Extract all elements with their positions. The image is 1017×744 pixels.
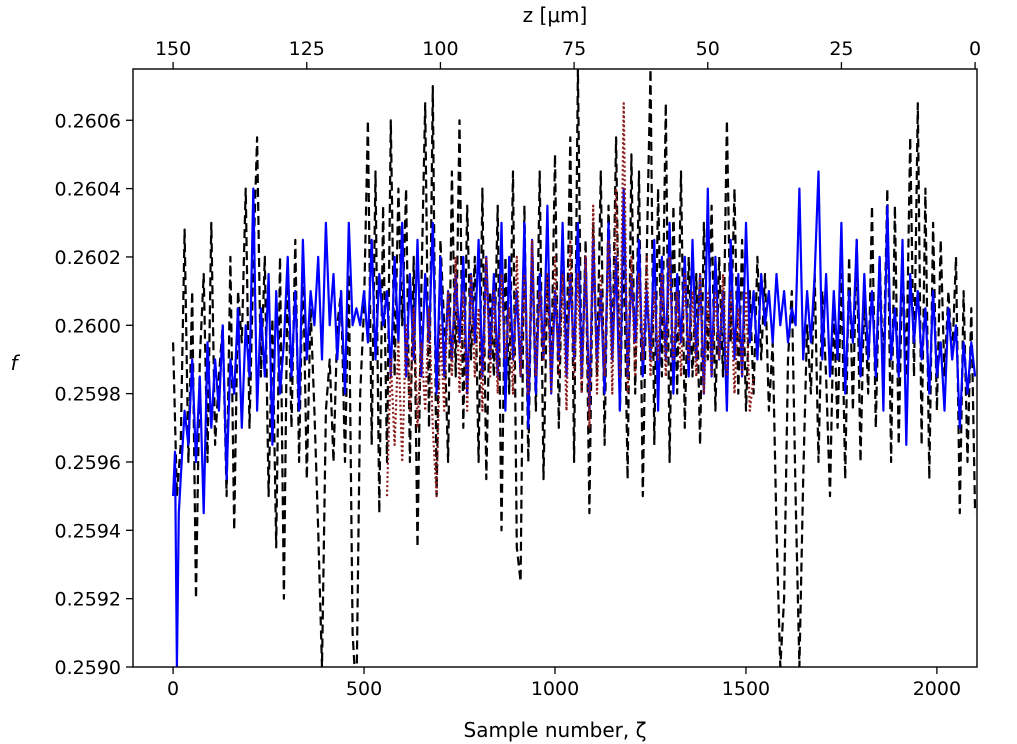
series-layer bbox=[172, 69, 977, 667]
x-tick-label: 500 bbox=[346, 678, 382, 700]
top-x-tick-label: 0 bbox=[969, 38, 981, 60]
ticks-layer: 0 500 1000 1500 2000 150 125 100 75 50 25 0 0.2590 0.… bbox=[55, 38, 982, 700]
y-tick-label: 0.2604 bbox=[55, 179, 121, 201]
y-tick-label: 0.2596 bbox=[55, 452, 121, 474]
top-x-axis-label: z [μm] bbox=[523, 3, 588, 27]
x-axis-label: Sample number, ζ bbox=[464, 718, 647, 742]
y-tick-label: 0.2606 bbox=[55, 110, 121, 132]
series-line-0 bbox=[172, 69, 977, 667]
y-tick-label: 0.2598 bbox=[55, 384, 121, 406]
x-tick-label: 1000 bbox=[531, 678, 579, 700]
y-tick-label: 0.2594 bbox=[55, 520, 121, 542]
y-axis-label: f bbox=[10, 351, 20, 375]
y-tick-label: 0.2602 bbox=[55, 247, 121, 269]
y-tick-label: 0.2590 bbox=[55, 657, 121, 679]
top-x-tick-label: 25 bbox=[829, 38, 853, 60]
top-x-tick-label: 75 bbox=[562, 38, 586, 60]
top-x-tick-label: 100 bbox=[422, 38, 458, 60]
y-tick-label: 0.2592 bbox=[55, 589, 121, 611]
y-tick-label: 0.2600 bbox=[55, 315, 121, 337]
top-x-tick-label: 150 bbox=[155, 38, 191, 60]
x-tick-label: 0 bbox=[167, 678, 179, 700]
top-x-tick-label: 50 bbox=[696, 38, 720, 60]
top-x-tick-label: 125 bbox=[289, 38, 325, 60]
x-tick-label: 1500 bbox=[722, 678, 770, 700]
x-tick-label: 2000 bbox=[913, 678, 961, 700]
